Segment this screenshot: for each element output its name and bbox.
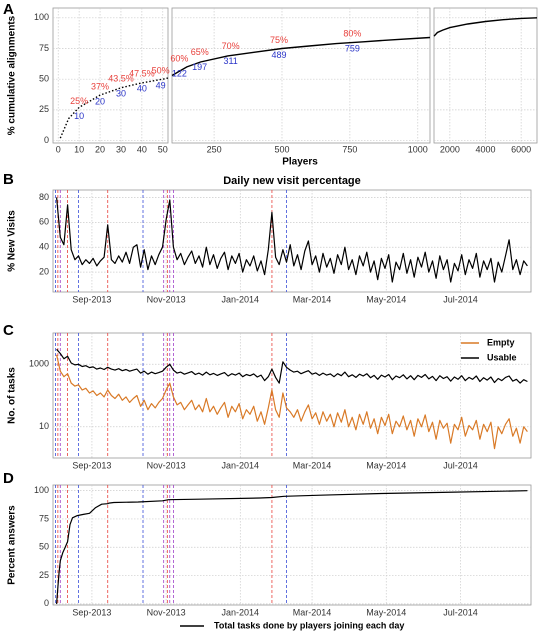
series-line: [56, 354, 528, 450]
y-tick-label: 20: [39, 266, 49, 276]
players-label: 20: [95, 97, 105, 107]
plot-background: [52, 189, 532, 293]
x-tick-label: Mar-2014: [293, 607, 332, 617]
x-tick-label: Jan-2014: [222, 607, 260, 617]
percent-label: 50%: [152, 66, 170, 76]
percent-label: 60%: [170, 53, 188, 63]
y-tick-label: 25: [39, 570, 49, 580]
percent-label: 75%: [270, 35, 288, 45]
x-tick-label: May-2014: [366, 294, 406, 304]
panel-letter: B: [3, 171, 14, 188]
y-tick-label: 50: [39, 74, 49, 84]
percent-label: 43.5%: [108, 74, 134, 84]
legend-label: Total tasks done by players joining each…: [214, 620, 404, 630]
x-tick-label: 1000: [408, 144, 428, 154]
y-tick-label: 100: [34, 485, 49, 495]
x-axis-title: Players: [282, 157, 318, 168]
x-tick-label: 2000: [440, 144, 460, 154]
y-tick-label: 25: [39, 104, 49, 114]
x-tick-label: 4000: [475, 144, 495, 154]
x-tick-label: Mar-2014: [293, 294, 332, 304]
x-tick-label: May-2014: [366, 607, 406, 617]
panel-letter: A: [3, 1, 14, 18]
players-label: 197: [192, 62, 207, 72]
x-tick-label: Jul-2014: [443, 294, 478, 304]
percent-label: 65%: [191, 47, 209, 57]
x-tick-label: Jan-2014: [222, 460, 260, 470]
y-axis-title: No. of tasks: [7, 367, 18, 424]
y-tick-label: 50: [39, 542, 49, 552]
x-tick-label: 40: [137, 144, 147, 154]
legend-label: Usable: [487, 352, 517, 362]
y-tick-label: 80: [39, 192, 49, 202]
percent-label: 47.5%: [129, 69, 155, 79]
x-tick-label: Sep-2013: [72, 607, 111, 617]
plot-background: [171, 7, 431, 144]
y-axis-title: % New Visits: [7, 210, 18, 272]
players-label: 759: [345, 44, 360, 54]
x-tick-label: 10: [74, 144, 84, 154]
x-tick-label: 20: [95, 144, 105, 154]
y-tick-label: 10: [39, 421, 49, 431]
percent-label: 70%: [222, 41, 240, 51]
legend-label: Empty: [487, 337, 515, 347]
series-line: [56, 348, 528, 384]
cumulative-line: [59, 77, 169, 139]
players-label: 40: [137, 84, 147, 94]
series-line: [56, 490, 528, 604]
players-label: 10: [74, 111, 84, 121]
x-tick-label: Sep-2013: [72, 294, 111, 304]
y-tick-label: 0: [44, 135, 49, 145]
x-tick-label: Mar-2014: [293, 460, 332, 470]
plot-background: [52, 7, 169, 144]
y-tick-label: 60: [39, 217, 49, 227]
y-tick-label: 75: [39, 513, 49, 523]
players-label: 311: [223, 56, 237, 66]
players-label: 122: [172, 68, 187, 78]
y-axis-title: Percent answers: [7, 505, 18, 585]
plot-background: [52, 484, 532, 606]
x-tick-label: Nov-2013: [147, 294, 186, 304]
percent-label: 37%: [91, 82, 109, 92]
cumulative-line: [171, 36, 431, 77]
x-tick-label: Jul-2014: [443, 607, 478, 617]
percent-label: 25%: [70, 96, 88, 106]
players-label: 49: [156, 81, 166, 91]
y-tick-label: 75: [39, 43, 49, 53]
x-tick-label: 500: [274, 144, 289, 154]
x-tick-label: Jan-2014: [222, 294, 260, 304]
y-tick-label: 100: [34, 12, 49, 22]
series-line: [56, 197, 528, 283]
chart-title: Daily new visit percentage: [223, 175, 361, 187]
x-tick-label: 6000: [511, 144, 531, 154]
x-tick-label: Nov-2013: [147, 607, 186, 617]
x-tick-label: 50: [158, 144, 168, 154]
x-tick-label: May-2014: [366, 460, 406, 470]
y-axis-title: % cumulative alignments: [7, 15, 18, 135]
y-tick-label: 40: [39, 242, 49, 252]
x-tick-label: 750: [342, 144, 357, 154]
x-tick-label: 250: [207, 144, 222, 154]
percent-label: 80%: [343, 29, 361, 39]
players-label: 489: [271, 50, 286, 60]
panel-letter: C: [3, 322, 14, 339]
cumulative-line: [433, 17, 538, 37]
players-label: 30: [116, 89, 126, 99]
y-tick-label: 0: [44, 598, 49, 608]
x-tick-label: Nov-2013: [147, 460, 186, 470]
x-tick-label: Sep-2013: [72, 460, 111, 470]
x-tick-label: Jul-2014: [443, 460, 478, 470]
y-tick-label: 1000: [29, 359, 49, 369]
panel-letter: D: [3, 470, 14, 487]
x-tick-label: 30: [116, 144, 126, 154]
x-tick-label: 0: [56, 144, 61, 154]
plot-background: [52, 332, 532, 459]
